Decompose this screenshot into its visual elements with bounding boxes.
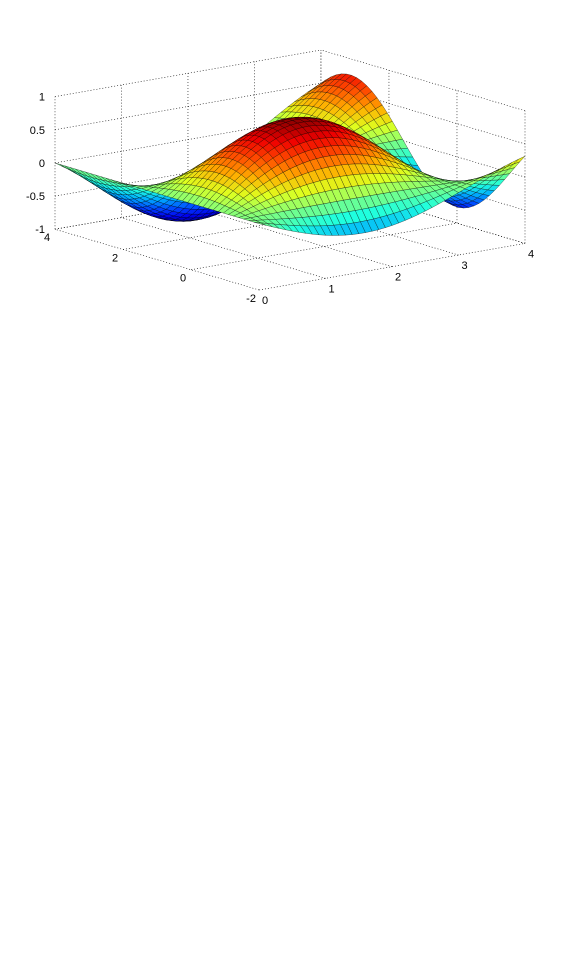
contour-plot: 00.511.522.533.54-2-101234 xyxy=(0,625,561,945)
svg-text:-0.5: -0.5 xyxy=(26,191,45,203)
svg-text:2: 2 xyxy=(395,272,401,284)
svg-text:0.5: 0.5 xyxy=(30,125,45,137)
svg-text:3: 3 xyxy=(461,260,467,272)
svg-text:2: 2 xyxy=(112,252,118,264)
svg-text:0: 0 xyxy=(180,273,186,285)
contour-plot-svg: 00.511.522.533.54-2-101234 xyxy=(0,625,561,945)
svg-text:-1: -1 xyxy=(35,224,45,236)
svg-text:0: 0 xyxy=(39,158,45,170)
surface-plot-wireframe: 01234-2024-1-0.500.51 xyxy=(0,300,561,615)
svg-text:4: 4 xyxy=(528,248,534,260)
surface-plot-filled-svg: 01234-2024-1-0.500.51 xyxy=(0,0,561,315)
matlab-figure: 01234-2024-1-0.500.51 01234-2024-1-0.500… xyxy=(0,0,561,964)
surface-plot-filled: 01234-2024-1-0.500.51 xyxy=(0,0,561,315)
svg-text:1: 1 xyxy=(328,283,334,295)
svg-text:1: 1 xyxy=(39,92,45,104)
surface-plot-wireframe-svg: 01234-2024-1-0.500.51 xyxy=(0,300,561,615)
